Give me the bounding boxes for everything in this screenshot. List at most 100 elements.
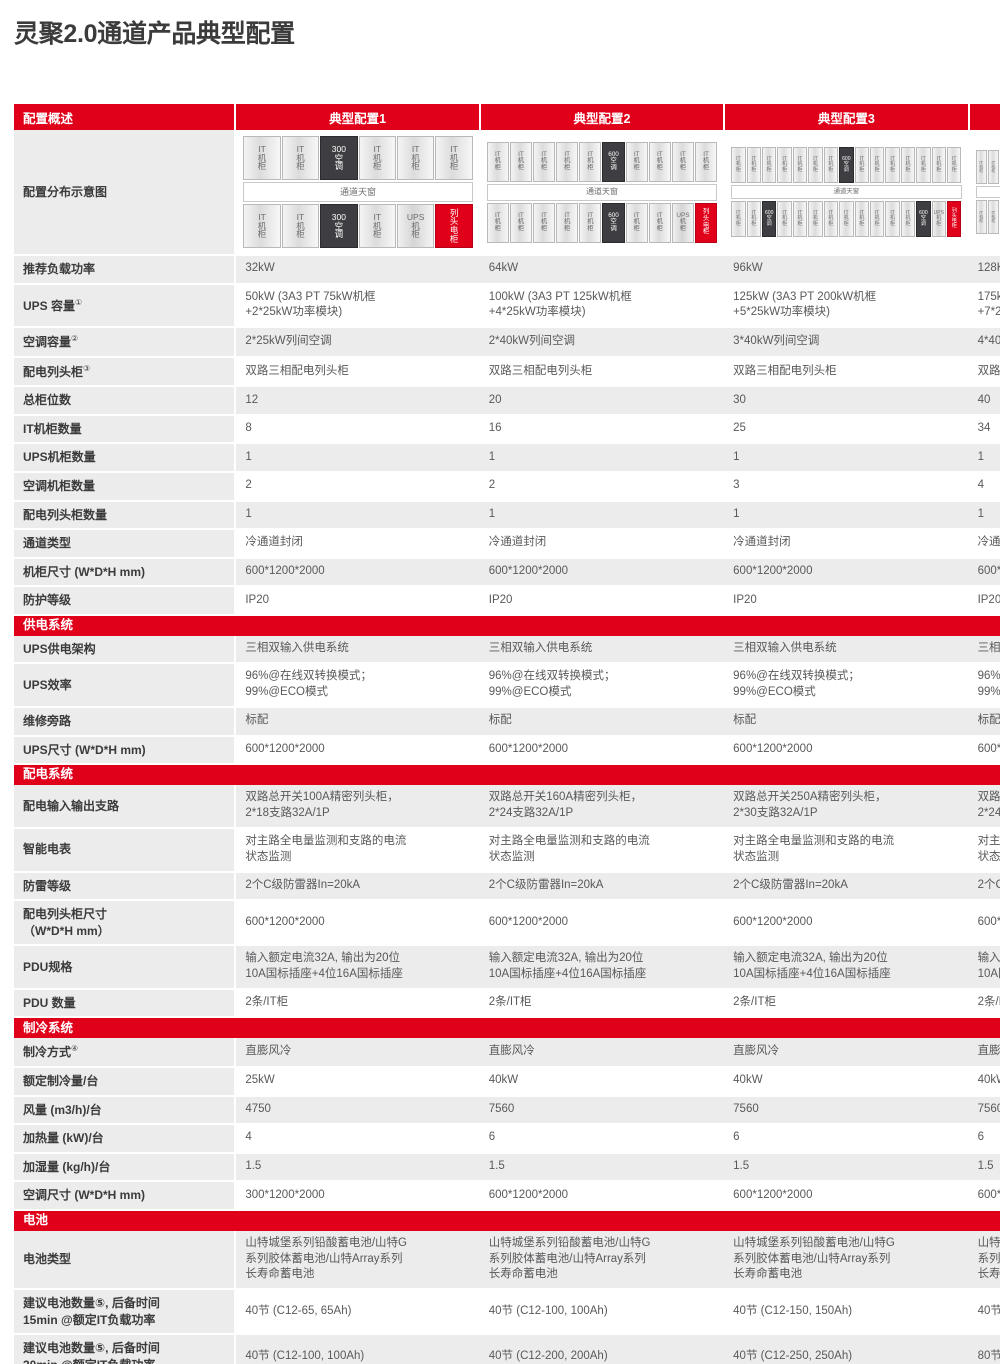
cell-config-4: 40 (968, 386, 1000, 416)
rack-cell-label: 柜 (890, 166, 896, 173)
table-row: UPS供电架构三相双输入供电系统三相双输入供电系统三相双输入供电系统三相双输入供… (14, 635, 1000, 665)
cell-config-4: 标配 (968, 707, 1000, 737)
rack-cell-label: 机 (735, 161, 741, 168)
rack-cell-label: 柜 (905, 166, 911, 173)
rack-cell-it: IT 机柜 (243, 204, 281, 248)
rack-cell-label: 柜 (656, 163, 663, 171)
rack-cell-label: 机 (517, 218, 525, 226)
table-row: 风量 (m3/h)/台 4750 7560 7560 7560 (14, 1095, 1000, 1126)
rack-cell-label: 调 (334, 161, 344, 172)
cell-config-3: 标配 (724, 707, 969, 737)
rack-cell-it: IT 机柜 (486, 141, 509, 182)
rack-cell-label: 柜 (540, 163, 548, 171)
rack-cell-label: 机 (411, 220, 420, 231)
cell-config-4: 40节 (C12-200, 200Ah) (968, 1289, 1000, 1336)
cell-config-3: 600*1200*2000 (724, 900, 969, 947)
cell-config-2: 标配 (479, 707, 725, 737)
rack-cell-label: 头 (449, 216, 459, 227)
rack-cell-it: IT 机柜 (854, 201, 869, 237)
rack-cell-label: 柜 (936, 220, 942, 227)
rack-cell-label: IT (258, 144, 266, 155)
row-label: PDU规格 (14, 945, 237, 990)
rack-cell-label: IT (874, 156, 880, 163)
cell-config-2: 7560 (479, 1095, 725, 1126)
cell-config-3: 冷通道封闭 (724, 529, 969, 559)
cell-config-2: 2个C级防雷器In=20kA (479, 871, 725, 902)
row-label-footnote-marker: ① (75, 297, 83, 307)
row-label: UPS供电架构 (14, 635, 237, 665)
rack-cell-ac: 600 空调 (839, 147, 854, 183)
rack-cell-it: IT 机柜 (358, 204, 396, 248)
row-label: 制冷方式④ (14, 1038, 237, 1068)
section-band-cooling: 制冷系统 (14, 1017, 1000, 1039)
cell-config-2: 2条/IT柜 (479, 988, 725, 1019)
rack-cell-label: IT (518, 211, 524, 219)
cell-config-1: 山特城堡系列铅酸蓄电池/山特G 系列胶体蓄电池/山特Array系列 长寿命蓄电池 (235, 1230, 480, 1291)
cell-config-4: 双路总开关400A精密列头柜， 2*24支路32A/1P (968, 785, 1000, 829)
rack-cell-label: 柜 (679, 163, 687, 171)
rack-cell-it: IT 机柜 (808, 201, 823, 237)
cell-config-1: 双路总开关100A精密列头柜， 2*18支路32A/1P (235, 785, 480, 829)
rack-cell-label: 柜 (735, 220, 741, 227)
rack-cell-it: IT 机柜 (762, 147, 777, 183)
cell-config-3: 600*1200*2000 (724, 1181, 969, 1211)
page-title: 灵聚2.0通道产品典型配置 (14, 20, 295, 48)
cell-config-3: 1 (724, 443, 969, 473)
rack-cell-it: IT 机柜 (509, 202, 533, 243)
rack-cell-label: 柜 (257, 161, 267, 172)
rack-cell-it: IT 机柜 (839, 201, 854, 237)
rack-cell-label: 机 (564, 157, 571, 165)
cell-config-3: 25 (724, 414, 969, 445)
row-label-footnote-marker: ④ (71, 1044, 79, 1054)
cell-config-4: 40kW (968, 1066, 1000, 1097)
table-row: 维修旁路 标配 标配 标配 标配 (14, 707, 1000, 737)
cell-config-3: 1 (724, 500, 969, 531)
cell-config-1: 输入额定电流32A, 输出为20位 10A国标插座+4位16A国标插座 (235, 945, 480, 990)
rack-cell-label: IT (373, 212, 382, 223)
cell-config-2: 40kW (479, 1066, 725, 1097)
rack-cell-label: IT (905, 156, 911, 163)
rack-cell-label: 空 (843, 161, 849, 168)
table-row: 空调机柜数量 2 2 3 4 (14, 472, 1000, 502)
rack-cell-label: 300 (331, 212, 346, 223)
rack-cell-it: IT 机柜 (486, 202, 509, 243)
rack-cell-label: 空 (920, 215, 926, 222)
cell-config-1: 冷通道封闭 (235, 529, 480, 559)
rack-cell-label: 柜 (951, 166, 957, 173)
rack-cell-label: 柜 (702, 228, 710, 236)
rack-cell-label: 机 (296, 220, 305, 231)
rack-cell-label: 机 (751, 215, 757, 222)
cell-config-3: 96%@在线双转换模式； 99%@ECO模式 (724, 663, 969, 708)
rack-cell-label: IT (828, 210, 834, 217)
rack-cell-label: 机 (951, 161, 957, 168)
rack-cell-label: 柜 (587, 224, 594, 232)
rack-cell-label: 机 (979, 163, 984, 169)
rack-cell-label: 机 (782, 161, 788, 168)
cell-config-2: 40节 (C12-200, 200Ah) (479, 1334, 725, 1364)
section-band-label: 供电系统 (14, 614, 1000, 636)
rack-cell-label: 机 (782, 215, 788, 222)
section-band-power-supply: 供电系统 (14, 614, 1000, 636)
rack-cell-label: 柜 (735, 166, 741, 173)
cell-config-3: 3*40kW列间空调 (724, 327, 969, 358)
cell-config-1: 2 (235, 472, 480, 502)
cell-config-2: 600*1200*2000 (479, 1181, 725, 1211)
table-row: UPS 容量① 50kW (3A3 PT 75kW机框 +2*25kW功率模块) 1… (14, 283, 1000, 329)
row-label: 额定制冷量/台 (14, 1066, 237, 1097)
rack-cell-label: IT (411, 144, 420, 155)
header-row: 配置概述 典型配置1 典型配置2 典型配置3 典型配置4 (14, 104, 1000, 130)
cell-config-1: 25kW (235, 1066, 480, 1097)
cell-config-2: 双路三相配电列头柜 (479, 356, 725, 388)
rack-cell-label: 空 (766, 215, 772, 222)
row-label: 配电列头柜③ (14, 356, 237, 388)
rack-cell-it: IT 机柜 (869, 147, 885, 183)
rack-cell-label: 机 (936, 215, 942, 222)
rack-cell-label: 列 (702, 208, 710, 216)
row-label: 建议电池数量⑤, 后备时间 30min @额定IT负载功率 (14, 1334, 237, 1364)
rack-cell-label: 机 (843, 215, 849, 222)
cell-config-2: 16 (479, 414, 725, 445)
rack-cell-ac: 600 空调 (602, 141, 625, 182)
rack-cell-label: IT (991, 209, 996, 215)
